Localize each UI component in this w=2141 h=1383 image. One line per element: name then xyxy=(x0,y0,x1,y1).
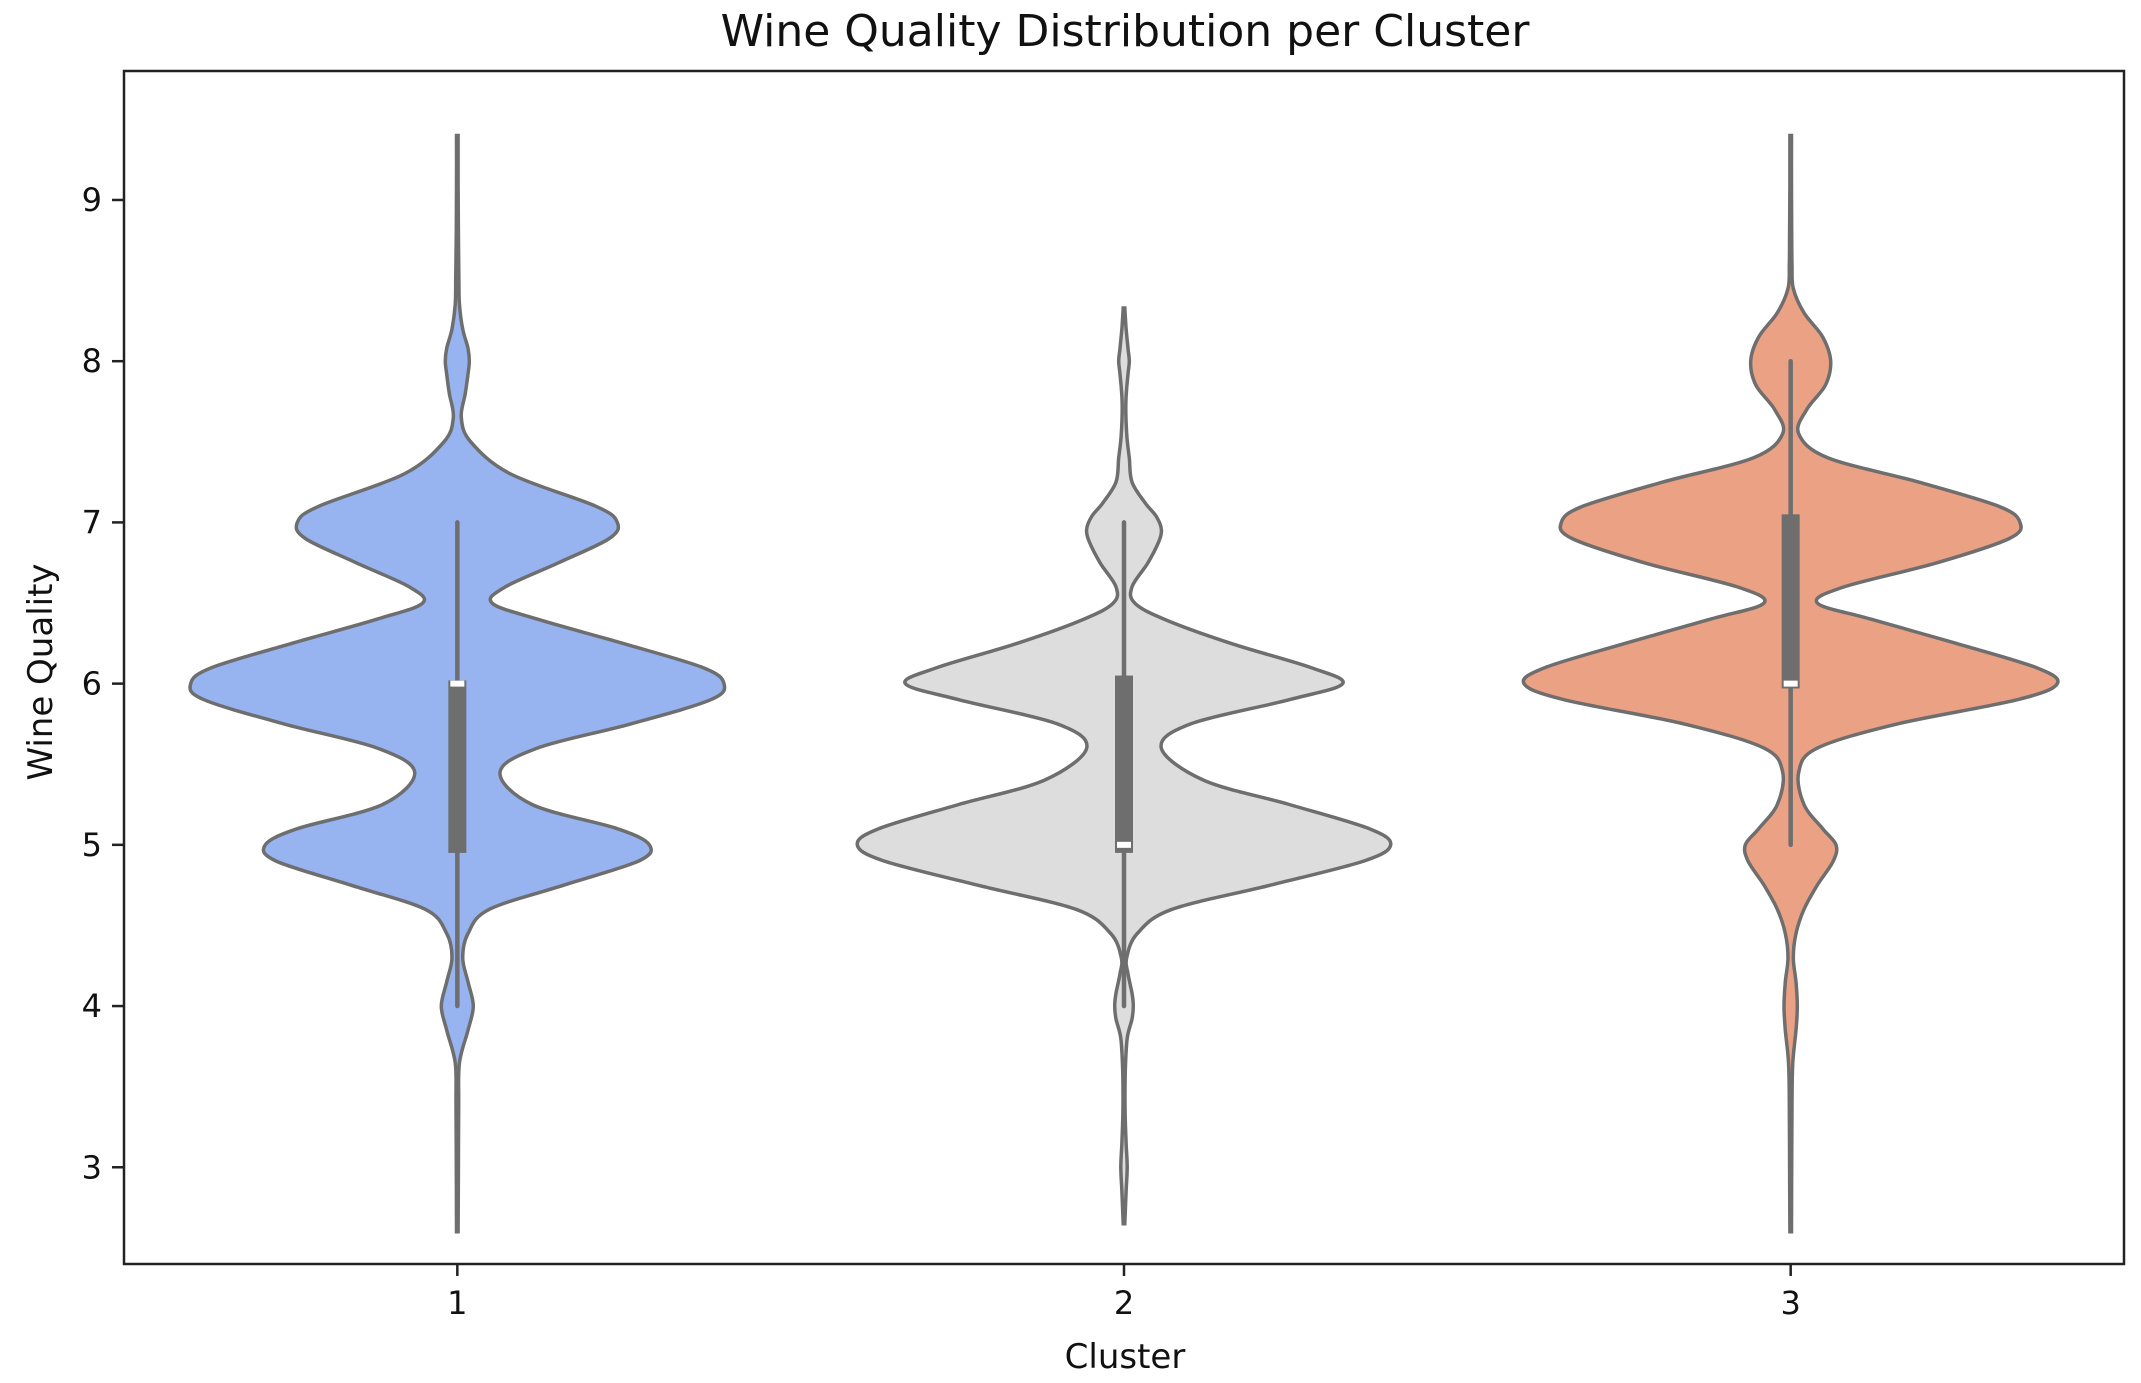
x-axis: 1 2 3 xyxy=(447,1264,1801,1322)
x-tick-label: 2 xyxy=(1114,1284,1134,1322)
y-tick-label: 4 xyxy=(82,987,102,1025)
y-axis: 3 4 5 6 7 8 9 xyxy=(82,181,124,1186)
y-axis-label: Wine Quality xyxy=(21,563,61,780)
y-tick-label: 5 xyxy=(82,826,102,864)
iqr-box xyxy=(448,680,467,853)
y-tick-label: 9 xyxy=(82,181,102,219)
violin-cluster-3 xyxy=(1521,133,2060,1234)
x-tick-label: 1 xyxy=(447,1284,467,1322)
violin-cluster-2 xyxy=(855,306,1393,1226)
x-tick-label: 3 xyxy=(1780,1284,1800,1322)
violin-cluster-1 xyxy=(188,133,727,1234)
violins-layer xyxy=(188,133,2060,1234)
y-tick-label: 6 xyxy=(82,665,102,703)
iqr-box xyxy=(1781,514,1800,689)
y-tick-label: 8 xyxy=(82,342,102,380)
median-marker xyxy=(1117,841,1131,848)
chart-title: Wine Quality Distribution per Cluster xyxy=(721,6,1531,57)
x-axis-label: Cluster xyxy=(1065,1337,1186,1377)
iqr-box xyxy=(1115,675,1133,853)
y-tick-label: 7 xyxy=(82,503,102,541)
median-marker xyxy=(450,680,465,687)
median-marker xyxy=(1783,680,1798,687)
y-tick-label: 3 xyxy=(82,1148,102,1186)
